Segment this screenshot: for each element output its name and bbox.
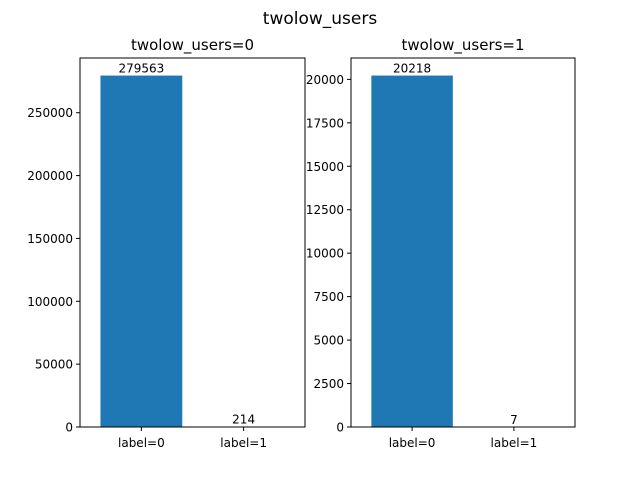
bar-value-label: 7 (510, 413, 518, 427)
y-tick-label: 0 (336, 421, 344, 435)
y-tick-label: 15000 (306, 160, 344, 174)
y-tick-label: 200000 (27, 169, 73, 183)
bar-value-label: 214 (232, 413, 255, 427)
figure-suptitle: twolow_users (263, 9, 378, 29)
x-tick-label: label=1 (491, 436, 538, 450)
bar-value-label: 20218 (393, 62, 431, 76)
y-tick-label: 2500 (313, 377, 344, 391)
y-tick-label: 50000 (35, 358, 73, 372)
y-tick-label: 17500 (306, 116, 344, 130)
y-tick-label: 10000 (306, 247, 344, 261)
y-tick-label: 100000 (27, 295, 73, 309)
bar-value-label: 279563 (118, 62, 164, 76)
y-tick-label: 5000 (313, 334, 344, 348)
subplot-title: twolow_users=1 (401, 36, 524, 55)
subplot-title: twolow_users=0 (131, 36, 254, 55)
y-tick-label: 12500 (306, 203, 344, 217)
bar (100, 75, 183, 427)
y-tick-label: 0 (65, 421, 73, 435)
y-tick-label: 20000 (306, 73, 344, 87)
y-tick-label: 250000 (27, 106, 73, 120)
x-tick-label: label=1 (220, 436, 267, 450)
bar (371, 75, 453, 427)
subplot-twolow-users-0: twolow_users=0 279563 214 0 50000 100000 15000… (27, 36, 306, 450)
x-tick-label: label=0 (389, 436, 436, 450)
x-tick-label: label=0 (118, 436, 165, 450)
axes-frame (79, 57, 306, 428)
subplot-twolow-users-1: twolow_users=1 20218 7 0 2500 5000 7500 10000 12… (306, 36, 576, 450)
y-tick-label: 7500 (313, 290, 344, 304)
y-tick-label: 150000 (27, 232, 73, 246)
axes-frame (350, 57, 576, 428)
